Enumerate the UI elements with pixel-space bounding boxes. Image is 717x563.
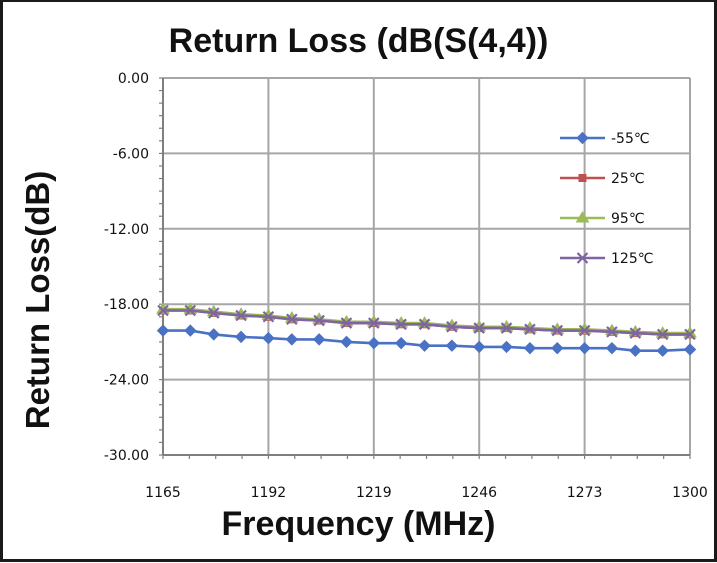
chart-title: Return Loss (dB(S(4,4)) — [168, 22, 549, 60]
data-point — [683, 343, 697, 356]
x-tick-label: 1165 — [145, 485, 181, 501]
y-tick-label: -30.00 — [104, 448, 149, 464]
legend-entry: 125℃ — [560, 251, 653, 267]
x-tick-label: 1273 — [567, 485, 603, 501]
series-0 — [156, 324, 697, 357]
data-point — [656, 328, 669, 341]
data-point — [445, 339, 459, 352]
data-point — [184, 304, 197, 317]
data-point — [156, 324, 170, 337]
data-point — [576, 131, 589, 145]
data-point — [578, 174, 587, 182]
data-point — [394, 336, 408, 350]
data-point — [207, 307, 220, 319]
data-point — [684, 328, 696, 341]
series-group — [156, 302, 697, 357]
data-point — [500, 322, 513, 334]
data-point — [340, 335, 353, 349]
x-tick-label: 1246 — [461, 485, 497, 501]
legend-label: 125℃ — [611, 251, 653, 267]
data-point — [368, 317, 380, 329]
data-point — [578, 341, 591, 355]
data-point — [207, 328, 220, 341]
data-point — [575, 211, 590, 223]
data-point — [473, 322, 485, 334]
data-point — [234, 330, 248, 344]
legend-label: 95℃ — [611, 211, 645, 227]
data-point — [500, 340, 513, 354]
data-point — [286, 313, 298, 326]
data-point — [367, 336, 381, 350]
x-tick-label: 1219 — [356, 485, 392, 501]
data-point — [472, 340, 486, 354]
data-point — [446, 321, 458, 333]
data-point — [184, 324, 197, 337]
data-point — [157, 304, 169, 317]
axes: 0.00 -6.00 -12.00 -18.00 -24.00 -30.00 1165 119… — [104, 71, 708, 501]
data-point — [576, 252, 589, 264]
data-point — [262, 310, 275, 323]
data-point — [656, 344, 669, 357]
data-point — [395, 318, 407, 331]
plot-area — [163, 78, 690, 455]
data-point — [312, 333, 326, 346]
legend-label: -55℃ — [611, 131, 650, 147]
data-point — [285, 333, 299, 346]
data-point — [235, 309, 247, 322]
data-point — [523, 341, 537, 355]
y-tick-label: -6.00 — [113, 146, 149, 162]
data-point — [551, 324, 564, 337]
data-point — [340, 317, 353, 329]
data-point — [418, 318, 431, 331]
legend-entry: 95℃ — [560, 211, 645, 227]
data-point — [551, 341, 564, 355]
legend-entry: -55℃ — [560, 131, 650, 147]
y-tick-label: -18.00 — [104, 297, 149, 313]
data-point — [629, 327, 642, 339]
data-point — [606, 326, 618, 338]
data-point — [629, 344, 642, 357]
data-point — [605, 341, 619, 355]
legend-entry: 25℃ — [560, 171, 645, 187]
grid — [162, 77, 691, 456]
y-tick-label: 0.00 — [118, 71, 149, 87]
data-point — [262, 331, 275, 345]
y-tick-label: -24.00 — [104, 373, 149, 389]
x-axis-label: Frequency (MHz) — [221, 505, 496, 543]
y-tick-label: -12.00 — [104, 222, 149, 238]
data-point — [578, 324, 591, 337]
series-3 — [157, 304, 696, 341]
legend-label: 25℃ — [611, 171, 645, 187]
data-point — [418, 339, 431, 352]
legend: -55℃ 25℃ 95℃ 125℃ — [560, 131, 653, 267]
data-point — [313, 314, 325, 327]
data-point — [524, 323, 536, 336]
x-tick-label: 1192 — [251, 485, 287, 501]
x-tick-label: 1300 — [672, 485, 708, 501]
